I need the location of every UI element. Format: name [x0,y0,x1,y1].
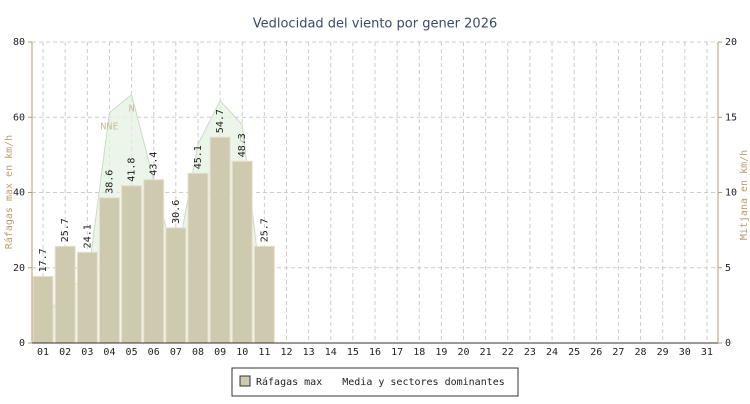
bar [76,251,98,344]
x-tick-label: 07 [170,347,182,358]
legend-box [231,367,519,397]
bar [209,136,231,344]
x-tick-label: 08 [192,347,204,358]
sector-label: N [129,104,135,115]
x-tick-label: 21 [480,347,492,358]
bar [98,197,120,344]
x-tick-label: 22 [502,347,514,358]
y2-tick-label: 15 [725,112,737,123]
x-tick-label: 01 [37,347,49,358]
value-label: 43.4 [149,152,160,176]
value-label: 24.1 [82,224,93,248]
x-tick-label: 26 [590,347,602,358]
value-label: 45.1 [193,145,204,169]
x-tick-label: 28 [635,347,647,358]
sector-label: O [239,134,245,145]
y-tick-label: 0 [19,338,25,349]
value-label: 54.7 [215,109,226,133]
bar [54,245,76,344]
bar [32,275,54,344]
x-tick-label: 12 [280,347,292,358]
x-tick-label: 25 [568,347,580,358]
value-label: 25.7 [60,218,71,242]
x-tick-label: 13 [303,347,315,358]
x-tick-label: 06 [148,347,160,358]
y-tick-label: 40 [13,188,25,199]
x-tick-label: 05 [126,347,138,358]
bar [165,227,187,344]
x-tick-label: 20 [457,347,469,358]
y2-tick-label: 5 [725,263,731,274]
bar [187,172,209,344]
x-tick-label: 04 [103,347,115,358]
bar [253,245,275,344]
x-tick-label: 10 [236,347,248,358]
y2-tick-label: 20 [725,37,737,48]
x-tick-label: 27 [612,347,624,358]
x-tick-label: 15 [347,347,359,358]
legend-swatch [239,375,251,387]
x-tick-label: 29 [657,347,669,358]
chart-title: Vedlocidad del viento por gener 2026 [253,17,498,32]
y2-axis-label: Mitjana en km/h [739,150,750,240]
x-tick-label: 24 [546,347,558,358]
y-tick-label: 80 [13,37,25,48]
x-tick-label: 17 [391,347,403,358]
x-tick-label: 23 [524,347,536,358]
x-tick-label: 16 [369,347,381,358]
y2-tick-label: 10 [725,188,737,199]
x-tick-label: 11 [258,347,270,358]
x-tick-label: 30 [679,347,691,358]
legend-label: Media y sectores dominantes [342,377,505,388]
x-tick-label: 03 [81,347,93,358]
x-tick-label: 18 [413,347,425,358]
y-axis-label: Ráfagas max en km/h [3,135,15,249]
value-label: 25.7 [259,218,270,242]
value-label: 48.3 [237,133,248,157]
value-label: 17.7 [38,248,49,272]
y2-tick-label: 0 [725,338,731,349]
x-tick-label: 19 [435,347,447,358]
x-tick-label: 02 [59,347,71,358]
value-label: 41.8 [127,158,138,182]
x-tick-label: 09 [214,347,226,358]
x-tick-label: 14 [325,347,337,358]
y-tick-label: 60 [13,112,25,123]
bar [143,179,165,344]
value-label: 30.6 [171,200,182,224]
x-tick-label: 31 [701,347,713,358]
bar [231,160,253,344]
value-label: 38.6 [104,170,115,194]
bar [121,185,143,344]
y-tick-label: 20 [13,263,25,274]
legend-label: Ráfagas max [256,376,322,388]
sector-label: NNE [100,122,118,133]
